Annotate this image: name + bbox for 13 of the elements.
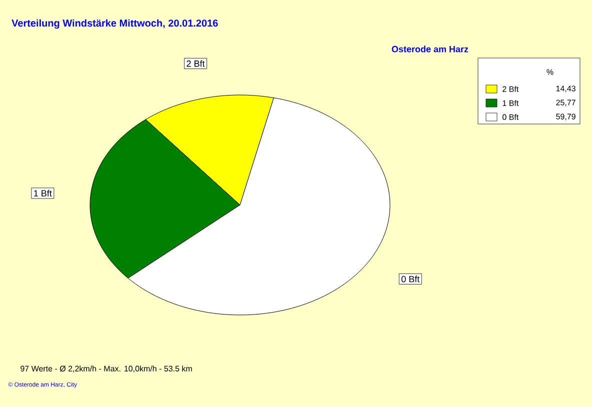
legend-label: 2 Bft — [502, 86, 519, 92]
data-label: 25,77 — [556, 100, 576, 106]
slice-label: 1 Bft — [34, 190, 52, 196]
slice-label: 0 Bft — [401, 276, 420, 282]
text: 97 Werte - Ø 2,2km/h - Max. 10,0km/h - 53.5 km — [20, 366, 192, 372]
slice-label: 2 Bft — [186, 60, 205, 67]
legend-title: % — [546, 69, 554, 75]
data-label: 14,43 — [556, 86, 576, 92]
chart-title: Verteilung Windstärke Mittwoch, 20.01.2016 — [12, 19, 218, 29]
legend-label: 1 Bft — [502, 100, 519, 106]
chart-subtitle: Osterode am Harz — [392, 46, 468, 52]
legend-label: 0 Bft — [502, 114, 519, 120]
data-label: 59,79 — [556, 114, 576, 120]
